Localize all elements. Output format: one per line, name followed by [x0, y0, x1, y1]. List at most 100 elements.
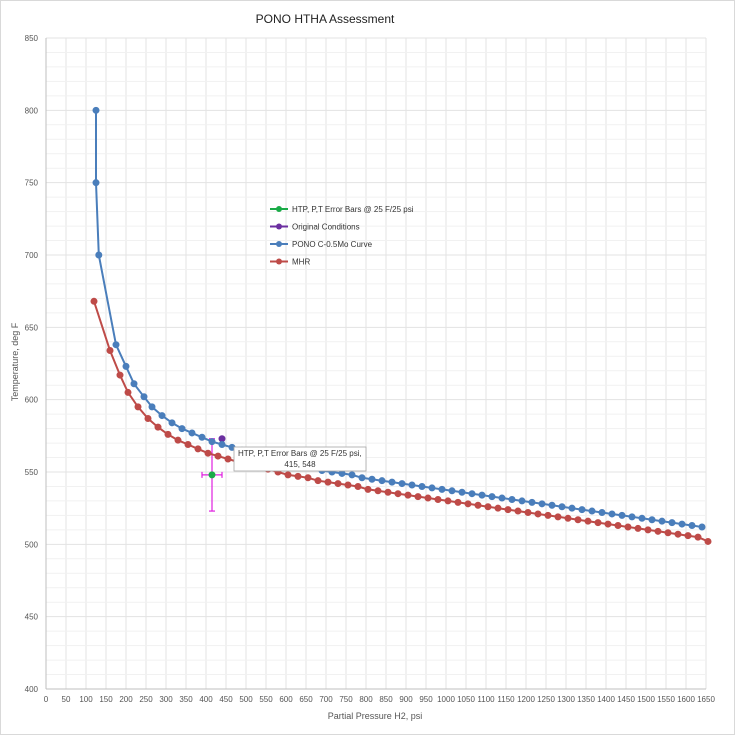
data-point — [424, 494, 432, 502]
legend-marker — [276, 258, 282, 265]
data-point — [106, 346, 114, 354]
data-point — [418, 482, 426, 490]
data-point — [184, 441, 192, 449]
legend-label: MHR — [292, 258, 310, 267]
data-point — [454, 498, 462, 506]
data-point — [394, 490, 402, 498]
data-point — [438, 485, 446, 493]
data-point — [604, 520, 612, 528]
data-point — [354, 482, 362, 490]
y-tick-label: 800 — [25, 106, 39, 115]
data-point — [198, 433, 206, 441]
y-tick-label: 700 — [25, 251, 39, 260]
x-tick-label: 550 — [259, 695, 273, 704]
x-tick-label: 150 — [99, 695, 113, 704]
x-tick-label: 300 — [159, 695, 173, 704]
data-point — [154, 423, 162, 431]
x-tick-label: 1150 — [497, 695, 515, 704]
data-point — [494, 504, 502, 512]
x-tick-label: 850 — [379, 695, 393, 704]
x-tick-label: 650 — [299, 695, 313, 704]
data-point — [538, 500, 546, 508]
data-point — [364, 485, 372, 493]
data-point — [444, 497, 452, 505]
data-point — [624, 523, 632, 531]
x-tick-label: 1250 — [537, 695, 555, 704]
x-tick-label: 1100 — [477, 695, 495, 704]
tooltip: HTP, P,T Error Bars @ 25 F/25 psi, 415, 5… — [233, 446, 367, 472]
data-point — [664, 529, 672, 537]
data-point — [658, 517, 666, 525]
legend-marker — [276, 223, 282, 230]
data-point — [214, 452, 222, 460]
x-tick-label: 350 — [179, 695, 193, 704]
chart-title: PONO HTHA Assessment — [256, 12, 395, 26]
data-point — [368, 475, 376, 483]
data-point — [92, 106, 100, 114]
y-tick-label: 850 — [25, 34, 39, 43]
data-point — [178, 425, 186, 433]
data-point — [694, 533, 702, 541]
x-tick-label: 250 — [139, 695, 153, 704]
legend-marker — [276, 241, 282, 247]
data-point — [698, 523, 706, 531]
legend[interactable]: HTP, P,T Error Bars @ 25 F/25 psi Origina… — [270, 205, 414, 267]
data-point — [348, 471, 356, 479]
data-point — [518, 497, 526, 505]
series-1 — [218, 435, 226, 443]
data-point — [554, 513, 562, 521]
tooltip-line2: 415, 548 — [284, 460, 316, 469]
data-point — [144, 414, 152, 422]
data-point — [218, 441, 226, 449]
data-point — [284, 471, 292, 479]
x-tick-label: 950 — [419, 695, 433, 704]
x-tick-label: 1000 — [437, 695, 455, 704]
data-point — [304, 474, 312, 482]
x-tick-label: 200 — [119, 695, 133, 704]
y-tick-label: 450 — [25, 613, 39, 622]
data-point — [558, 503, 566, 511]
data-point — [218, 435, 226, 443]
data-point — [564, 514, 572, 522]
x-tick-label: 0 — [44, 695, 49, 704]
data-point — [294, 472, 302, 480]
data-point — [588, 507, 596, 515]
data-point — [618, 511, 626, 519]
data-point — [548, 501, 556, 509]
data-point — [654, 527, 662, 535]
data-point — [324, 478, 332, 486]
data-point — [404, 491, 412, 499]
data-point — [314, 477, 322, 485]
x-tick-label: 400 — [199, 695, 213, 704]
x-tick-label: 1500 — [637, 695, 655, 704]
data-point — [90, 297, 98, 305]
y-tick-label: 600 — [25, 396, 39, 405]
data-point — [478, 491, 486, 499]
x-tick-label: 1300 — [557, 695, 575, 704]
data-point — [358, 474, 366, 482]
legend-marker — [276, 206, 282, 212]
data-point — [468, 490, 476, 498]
x-tick-label: 500 — [239, 695, 253, 704]
data-point — [398, 480, 406, 488]
data-point — [344, 481, 352, 489]
data-point — [584, 517, 592, 525]
data-point — [674, 530, 682, 538]
data-point — [634, 524, 642, 532]
data-point — [578, 506, 586, 514]
x-tick-label: 900 — [399, 695, 413, 704]
data-point — [122, 362, 130, 370]
y-tick-label: 550 — [25, 468, 39, 477]
data-point — [648, 516, 656, 524]
data-point — [384, 488, 392, 496]
x-tick-label: 100 — [79, 695, 93, 704]
x-tick-label: 800 — [359, 695, 373, 704]
legend-label: HTP, P,T Error Bars @ 25 F/25 psi — [292, 205, 414, 214]
data-point — [568, 504, 576, 512]
data-point — [414, 493, 422, 501]
x-tick-label: 600 — [279, 695, 293, 704]
tooltip-box — [233, 446, 367, 472]
data-point — [464, 500, 472, 508]
data-point — [188, 429, 196, 437]
y-axis-label: Temperature, deg F — [10, 322, 20, 401]
